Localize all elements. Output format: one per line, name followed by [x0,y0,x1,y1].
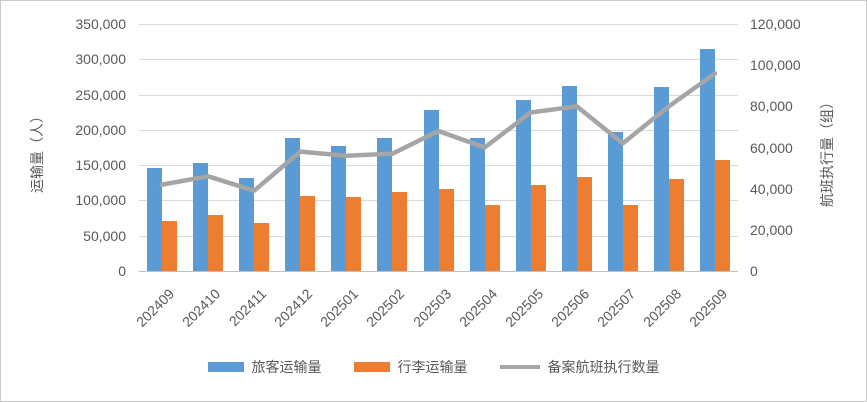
baggage-volume-bar [715,159,730,271]
passenger-volume-bar [561,86,577,271]
gridline [139,129,738,131]
left-axis-tick-label: 0 [118,263,126,279]
legend-label: 备案航班执行数量 [547,359,660,375]
line-series-path [159,71,718,193]
left-axis-tick-label: 250,000 [75,86,126,103]
baggage-volume-bar [208,214,224,271]
right-axis-title: 航班执行量（组） [819,95,835,207]
right-axis-tick-label: 0 [750,263,758,279]
baggage-volume-bar [346,196,362,271]
left-axis-tick-label: 50,000 [83,227,126,244]
passenger-volume-bar [147,168,162,271]
passenger-volume-bar [700,48,715,271]
legend-item: 行李运输量 [353,357,468,377]
legend-bar-swatch [207,362,244,372]
baggage-volume-bar [622,205,638,271]
legend-label: 旅客运输量 [251,359,322,375]
passenger-volume-bar [469,137,485,271]
passenger-volume-bar [653,86,669,271]
baggage-volume-bar [576,177,592,271]
right-axis-tick-label: 20,000 [750,221,793,238]
passenger-volume-bar [607,132,623,271]
left-axis-tick-label: 200,000 [75,121,126,138]
legend: 旅客运输量 行李运输量 备案航班执行数量 [1,357,866,377]
legend-item: 旅客运输量 [207,357,322,377]
passenger-volume-bar [331,146,347,271]
passenger-volume-bar [423,110,439,271]
x-axis-line [139,271,738,272]
passenger-volume-bar [285,138,301,271]
legend-line-swatch [499,365,540,369]
gridline [139,165,738,167]
left-axis-tick-label: 300,000 [75,51,126,68]
left-axis-tick-label: 150,000 [75,157,126,174]
right-axis-tick-label: 100,000 [750,57,801,74]
right-axis-tick-label: 60,000 [750,139,793,156]
legend-item: 备案航班执行数量 [499,357,660,377]
baggage-volume-bar [392,192,408,271]
left-axis-tick-label: 100,000 [75,192,126,209]
passenger-volume-bar [239,177,255,271]
baggage-volume-bar [668,178,684,271]
baggage-volume-bar [530,184,546,271]
gridline [139,59,738,61]
baggage-volume-bar [438,189,454,271]
gridline [139,94,738,96]
baggage-volume-bar [162,220,177,271]
right-axis-tick-label: 40,000 [750,180,793,197]
legend-label: 行李运输量 [397,359,468,375]
passenger-volume-bar [377,137,393,271]
legend-bar-swatch [353,362,390,372]
baggage-volume-bar [300,195,316,271]
gridline [139,24,738,25]
baggage-volume-bar [484,204,500,271]
baggage-volume-bar [254,223,270,271]
right-axis-tick-label: 120,000 [750,16,801,32]
passenger-volume-bar [515,100,531,271]
right-axis-tick-label: 80,000 [750,98,793,115]
left-axis-tick-label: 350,000 [75,16,126,32]
passenger-volume-bar [193,163,209,271]
